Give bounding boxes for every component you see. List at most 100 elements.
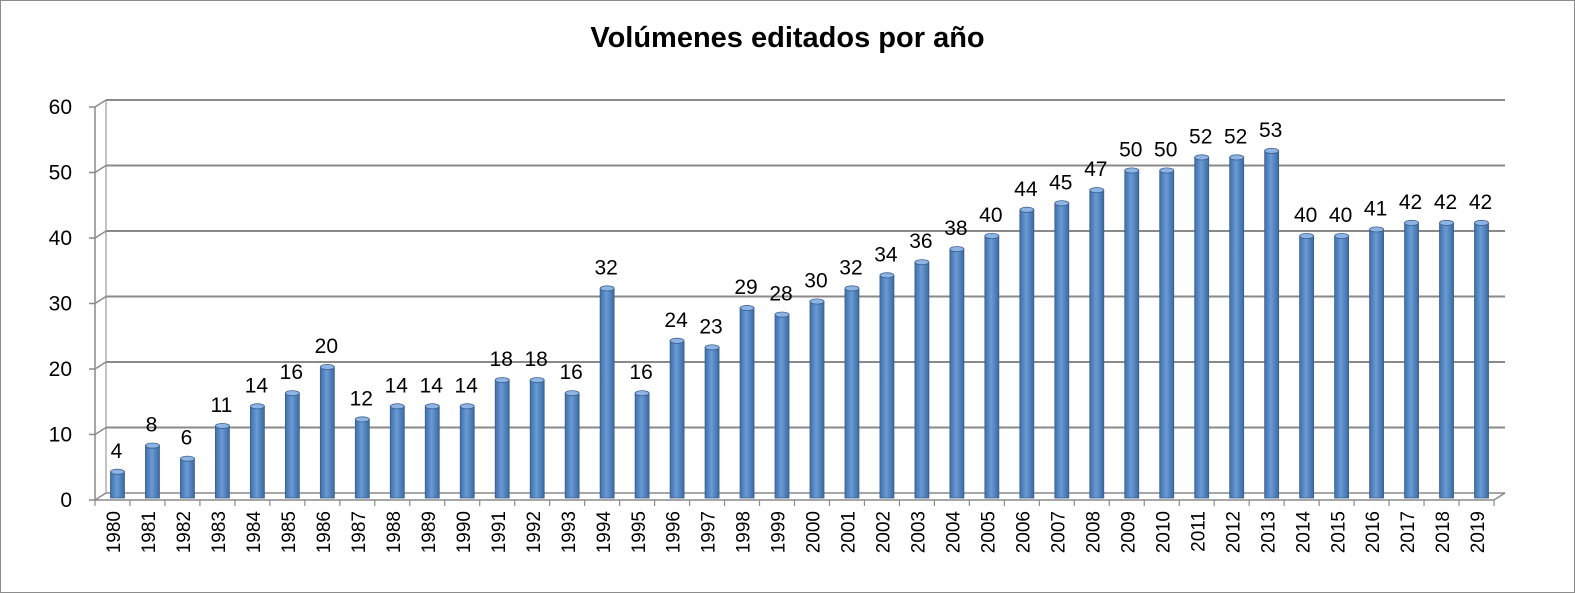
data-label: 40 [1329, 204, 1352, 227]
bar-cap [1299, 232, 1315, 239]
bar-cap [599, 285, 615, 292]
bar-cap [284, 390, 300, 397]
x-tick-label: 1983 [209, 511, 230, 553]
bar-cap [984, 232, 1000, 239]
x-tick-label: 2008 [1083, 511, 1104, 553]
x-tick-label: 1992 [524, 511, 545, 553]
bar [389, 405, 405, 499]
bar [704, 346, 720, 499]
y-tick-label: 0 [60, 489, 72, 512]
x-axis-ticks: 1980 1981 1982 1983 1984 1985 1986 1987 1988 1989… [104, 511, 1489, 554]
bar [984, 235, 1000, 499]
bar [110, 471, 125, 499]
bar-cap [354, 416, 370, 423]
data-label: 52 [1189, 125, 1212, 148]
axes [89, 100, 1506, 506]
bar [1194, 156, 1210, 499]
bar [1019, 209, 1035, 499]
data-label: 16 [280, 361, 303, 384]
bar-cap [249, 403, 265, 410]
bar [844, 287, 860, 499]
data-label: 6 [181, 427, 193, 450]
bar-cap [1474, 219, 1489, 226]
bar-cap [564, 390, 580, 397]
x-tick-label: 2006 [1013, 511, 1034, 553]
bar-cap [1404, 219, 1419, 226]
bar [284, 392, 300, 499]
bar [634, 392, 650, 499]
data-label: 42 [1399, 191, 1422, 214]
bar-cap [1019, 206, 1035, 213]
x-tick-label: 1995 [629, 511, 650, 553]
bar-cap [634, 390, 650, 397]
bar [879, 274, 895, 499]
x-tick-label: 1980 [104, 511, 125, 553]
x-tick-label: 2012 [1223, 511, 1244, 553]
bar-cap [145, 442, 160, 449]
bars [110, 147, 1489, 499]
bar [1159, 170, 1175, 499]
bar [1054, 202, 1070, 499]
x-tick-label: 1993 [559, 511, 580, 553]
bar [424, 405, 440, 499]
x-tick-label: 1994 [594, 511, 615, 554]
x-tick-label: 2015 [1328, 511, 1349, 553]
bar-cap [424, 403, 440, 410]
bar [249, 405, 265, 499]
gridline-depth [94, 99, 107, 108]
x-tick-label: 2010 [1153, 511, 1174, 553]
bar [1124, 170, 1140, 499]
gridline-depth [94, 230, 107, 239]
bar [1299, 235, 1315, 499]
gridline-depth [94, 164, 107, 174]
bar-cap [1369, 226, 1384, 233]
data-label: 50 [1154, 139, 1177, 162]
bar-cap [844, 285, 860, 292]
bar [1264, 150, 1280, 499]
data-label: 16 [629, 361, 652, 384]
data-label: 14 [455, 374, 479, 397]
bar [319, 366, 335, 499]
x-tick-label: 2007 [1048, 511, 1069, 553]
bar [180, 458, 195, 499]
bar [529, 379, 545, 499]
bar [1474, 222, 1489, 499]
data-labels: 486 11 14 16 20 12 14 14 14 18 18 16 32 16 24 23 29 28 30 3… [111, 119, 1493, 463]
bar-cap [949, 246, 965, 253]
x-tick-label: 1996 [664, 511, 685, 553]
bar-cap [809, 298, 825, 305]
gridline-depth [94, 295, 107, 305]
x-tick-label: 1998 [734, 511, 755, 553]
data-label: 45 [1049, 171, 1072, 194]
bar-cap [704, 344, 720, 351]
bar [354, 418, 370, 499]
bar-cap [1054, 200, 1070, 207]
data-label: 11 [211, 394, 233, 417]
y-tick-label: 50 [49, 162, 72, 185]
x-tick-label: 1986 [314, 511, 335, 553]
x-tick-label: 1982 [174, 511, 195, 553]
bar-cap [1334, 232, 1350, 239]
x-tick-label: 1987 [349, 511, 370, 553]
y-tick-label: 40 [49, 227, 72, 250]
y-tick-label: 20 [49, 358, 72, 381]
bar-cap [879, 272, 895, 279]
bar [809, 301, 825, 499]
bar [1334, 235, 1350, 499]
x-tick-label: 2000 [804, 511, 825, 553]
data-label: 18 [490, 348, 513, 371]
x-tick-label: 1981 [139, 511, 160, 553]
bar [1369, 229, 1384, 499]
x-tick-label: 1984 [244, 511, 265, 554]
data-label: 40 [979, 204, 1002, 227]
bar [774, 314, 790, 499]
x-tick-label: 1989 [419, 511, 440, 553]
bar-cap [739, 305, 755, 312]
data-label: 12 [350, 387, 373, 410]
x-tick-label: 1990 [454, 511, 475, 553]
data-label: 18 [525, 348, 548, 371]
bar-cap [1089, 187, 1105, 194]
data-label: 23 [699, 315, 722, 338]
bar [145, 445, 160, 499]
bar [494, 379, 510, 499]
